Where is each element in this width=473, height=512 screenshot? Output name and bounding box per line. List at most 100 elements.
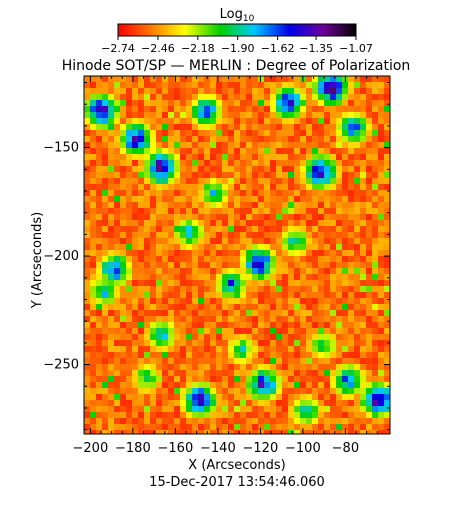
heatmap-cell	[294, 172, 300, 178]
heatmap-cell	[138, 190, 144, 196]
heatmap-cell	[360, 220, 366, 226]
heatmap-cell	[126, 418, 132, 424]
heatmap-cell	[228, 376, 234, 382]
heatmap-cell	[282, 166, 288, 172]
heatmap-cell	[198, 76, 204, 82]
heatmap-cell	[312, 130, 318, 136]
heatmap-cell	[156, 106, 162, 112]
heatmap-cell	[360, 364, 366, 370]
heatmap-cell	[300, 154, 306, 160]
heatmap-cell	[168, 280, 174, 286]
heatmap-cell	[324, 76, 330, 82]
heatmap-cell	[306, 76, 312, 82]
heatmap-cell	[372, 148, 378, 154]
heatmap-cell	[330, 226, 336, 232]
heatmap-cell	[180, 148, 186, 154]
heatmap-cell	[294, 244, 300, 250]
heatmap-cell	[162, 232, 168, 238]
heatmap-cell	[102, 184, 108, 190]
heatmap-cell	[216, 250, 222, 256]
heatmap-cell	[120, 352, 126, 358]
heatmap-cell	[270, 412, 276, 418]
heatmap-cell	[210, 256, 216, 262]
heatmap-cell	[360, 376, 366, 382]
heatmap-cell	[270, 262, 276, 268]
heatmap-cell	[156, 112, 162, 118]
heatmap-cell	[234, 370, 240, 376]
heatmap-cell	[90, 382, 96, 388]
heatmap-cell	[144, 142, 150, 148]
heatmap-cell	[246, 394, 252, 400]
heatmap-cell	[168, 274, 174, 280]
heatmap-cell	[372, 136, 378, 142]
heatmap-cell	[228, 208, 234, 214]
heatmap-cell	[330, 124, 336, 130]
heatmap-cell	[114, 208, 120, 214]
heatmap-cell	[324, 172, 330, 178]
heatmap-cell	[120, 226, 126, 232]
heatmap-cell	[198, 328, 204, 334]
heatmap-cell	[126, 220, 132, 226]
heatmap-cell	[198, 268, 204, 274]
heatmap-cell	[306, 196, 312, 202]
heatmap-cell	[150, 94, 156, 100]
heatmap-cell	[318, 298, 324, 304]
heatmap-cell	[270, 190, 276, 196]
heatmap-cell	[168, 250, 174, 256]
heatmap-cell	[102, 202, 108, 208]
heatmap-cell	[102, 196, 108, 202]
heatmap-cell	[90, 412, 96, 418]
heatmap-cell	[336, 286, 342, 292]
heatmap-cell	[288, 268, 294, 274]
heatmap-cell	[216, 124, 222, 130]
heatmap-cell	[108, 334, 114, 340]
heatmap-cell	[114, 376, 120, 382]
heatmap-cell	[384, 292, 390, 298]
heatmap-cell	[246, 160, 252, 166]
heatmap-cell	[378, 430, 384, 434]
heatmap-cell	[174, 268, 180, 274]
heatmap-cell	[162, 280, 168, 286]
heatmap-cell	[294, 304, 300, 310]
heatmap-cell	[318, 358, 324, 364]
heatmap-cell	[192, 352, 198, 358]
heatmap-cell	[186, 400, 192, 406]
heatmap-cell	[192, 142, 198, 148]
heatmap-cell	[210, 238, 216, 244]
heatmap-cell	[378, 220, 384, 226]
heatmap-cell	[204, 100, 210, 106]
heatmap-cell	[306, 100, 312, 106]
heatmap-cell	[318, 352, 324, 358]
heatmap-cell	[168, 136, 174, 142]
heatmap-cell	[312, 364, 318, 370]
heatmap-cell	[222, 358, 228, 364]
heatmap-cell	[156, 328, 162, 334]
heatmap-cell	[216, 382, 222, 388]
heatmap-cell	[222, 88, 228, 94]
heatmap-cell	[144, 316, 150, 322]
heatmap-cell	[246, 358, 252, 364]
heatmap-cell	[294, 160, 300, 166]
heatmap-cell	[234, 94, 240, 100]
heatmap-cell	[354, 394, 360, 400]
heatmap-cell	[324, 292, 330, 298]
heatmap-cell	[150, 196, 156, 202]
heatmap-cell	[192, 148, 198, 154]
heatmap-cell	[366, 244, 372, 250]
heatmap-cell	[144, 124, 150, 130]
heatmap-cell	[330, 154, 336, 160]
heatmap-cell	[90, 388, 96, 394]
heatmap-cell	[324, 178, 330, 184]
heatmap-cell	[318, 124, 324, 130]
heatmap-cell	[252, 82, 258, 88]
heatmap-cell	[288, 394, 294, 400]
heatmap-cell	[342, 328, 348, 334]
heatmap-cell	[258, 346, 264, 352]
heatmap-cell	[336, 226, 342, 232]
heatmap-cell	[264, 352, 270, 358]
heatmap-cell	[186, 88, 192, 94]
heatmap-cell	[300, 388, 306, 394]
heatmap-cell	[192, 406, 198, 412]
heatmap-cell	[360, 304, 366, 310]
heatmap-cell	[330, 412, 336, 418]
